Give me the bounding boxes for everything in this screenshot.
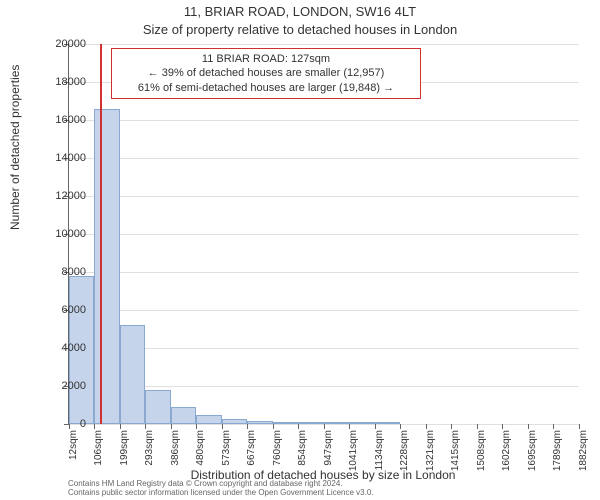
gridline [69, 234, 579, 235]
y-tick-label: 4000 [36, 342, 86, 354]
footer-line-2: Contains public sector information licen… [68, 489, 578, 498]
histogram-bar [94, 109, 120, 424]
x-tick-mark [324, 424, 325, 429]
histogram-bar [324, 422, 349, 424]
y-tick-label: 2000 [36, 380, 86, 392]
x-tick-label: 947sqm [323, 430, 334, 480]
x-tick-label: 386sqm [170, 430, 181, 480]
plot-area: 11 BRIAR ROAD: 127sqm← 39% of detached h… [68, 44, 579, 425]
x-tick-mark [528, 424, 529, 429]
x-tick-mark [196, 424, 197, 429]
x-tick-mark [298, 424, 299, 429]
gridline [69, 272, 579, 273]
x-tick-label: 1508sqm [476, 430, 487, 480]
annotation-line: 11 BRIAR ROAD: 127sqm [118, 52, 414, 66]
histogram-bar [375, 422, 400, 424]
gridline [69, 158, 579, 159]
gridline [69, 310, 579, 311]
x-tick-mark [426, 424, 427, 429]
x-tick-label: 293sqm [144, 430, 155, 480]
y-tick-label: 8000 [36, 266, 86, 278]
annotation-box: 11 BRIAR ROAD: 127sqm← 39% of detached h… [111, 48, 421, 99]
y-tick-label: 14000 [36, 152, 86, 164]
x-tick-label: 1041sqm [348, 430, 359, 480]
x-tick-label: 1695sqm [527, 430, 538, 480]
annotation-line: 61% of semi-detached houses are larger (… [118, 81, 414, 95]
histogram-bar [145, 390, 171, 424]
y-tick-label: 12000 [36, 190, 86, 202]
histogram-bar [349, 422, 375, 424]
x-tick-label: 199sqm [119, 430, 130, 480]
y-axis-label: Number of detached properties [8, 65, 22, 230]
marker-line [100, 44, 102, 424]
x-tick-mark [273, 424, 274, 429]
histogram-bar [298, 422, 324, 424]
x-tick-mark [94, 424, 95, 429]
x-tick-label: 667sqm [246, 430, 257, 480]
x-tick-mark [502, 424, 503, 429]
x-tick-label: 1321sqm [425, 430, 436, 480]
x-tick-mark [247, 424, 248, 429]
gridline [69, 44, 579, 45]
chart-footer: Contains HM Land Registry data © Crown c… [68, 480, 578, 498]
gridline [69, 348, 579, 349]
x-tick-label: 1882sqm [578, 430, 589, 480]
x-tick-mark [477, 424, 478, 429]
x-tick-mark [145, 424, 146, 429]
chart-title-sub: Size of property relative to detached ho… [0, 22, 600, 37]
gridline [69, 120, 579, 121]
x-tick-mark [349, 424, 350, 429]
histogram-bar [196, 415, 222, 424]
gridline [69, 386, 579, 387]
x-tick-mark [579, 424, 580, 429]
x-tick-label: 1228sqm [399, 430, 410, 480]
x-tick-mark [120, 424, 121, 429]
gridline [69, 196, 579, 197]
x-tick-mark [222, 424, 223, 429]
x-tick-mark [400, 424, 401, 429]
x-tick-label: 760sqm [272, 430, 283, 480]
histogram-bar [171, 407, 196, 424]
x-tick-mark [171, 424, 172, 429]
y-tick-label: 16000 [36, 114, 86, 126]
x-tick-label: 573sqm [221, 430, 232, 480]
x-tick-label: 106sqm [93, 430, 104, 480]
histogram-bar [247, 421, 273, 424]
x-tick-mark [553, 424, 554, 429]
x-tick-label: 1415sqm [450, 430, 461, 480]
histogram-bar [273, 422, 298, 424]
chart-container: 11, BRIAR ROAD, LONDON, SW16 4LT Size of… [0, 0, 600, 500]
chart-title-main: 11, BRIAR ROAD, LONDON, SW16 4LT [0, 4, 600, 19]
x-tick-mark [451, 424, 452, 429]
y-tick-label: 18000 [36, 76, 86, 88]
x-tick-label: 1789sqm [552, 430, 563, 480]
histogram-bar [120, 325, 145, 424]
x-tick-label: 1602sqm [501, 430, 512, 480]
x-tick-mark [375, 424, 376, 429]
x-tick-label: 12sqm [68, 430, 79, 480]
annotation-line: ← 39% of detached houses are smaller (12… [118, 66, 414, 80]
x-tick-label: 480sqm [195, 430, 206, 480]
x-tick-label: 854sqm [297, 430, 308, 480]
histogram-bar [222, 419, 247, 424]
y-tick-label: 20000 [36, 38, 86, 50]
x-tick-label: 1134sqm [374, 430, 385, 480]
y-tick-label: 6000 [36, 304, 86, 316]
y-tick-label: 10000 [36, 228, 86, 240]
y-tick-label: 0 [36, 418, 86, 430]
